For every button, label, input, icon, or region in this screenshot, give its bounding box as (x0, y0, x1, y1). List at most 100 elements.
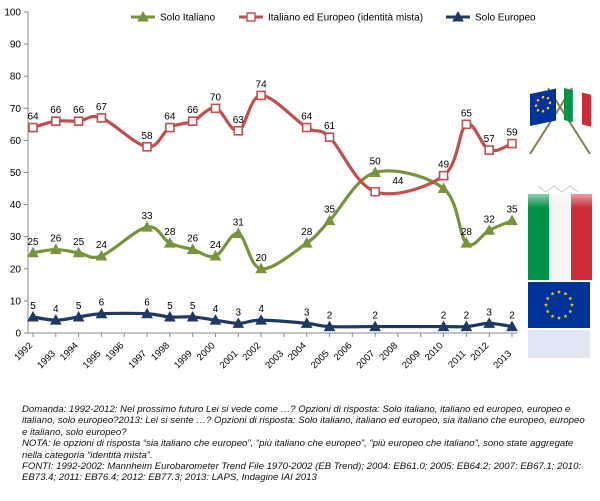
data-label: 25 (73, 237, 85, 248)
legend-swatch-marker (452, 10, 464, 22)
eu-star-icon (563, 291, 568, 296)
data-label: 4 (53, 304, 59, 315)
data-point (460, 237, 473, 248)
data-label: 5 (190, 301, 196, 312)
y-tick-label: 0 (15, 329, 21, 340)
y-tick-label: 10 (10, 296, 22, 307)
eu-star-icon (550, 291, 555, 296)
data-label: 3 (304, 307, 310, 318)
data-point (255, 314, 267, 325)
x-tick-label: 2003 (263, 348, 286, 371)
x-tick-label: 2008 (377, 340, 400, 363)
data-label: 25 (27, 237, 39, 248)
data-point (49, 243, 62, 255)
x-tick-label: 1992 (12, 340, 35, 363)
x-tick-label: 1999 (172, 348, 195, 371)
legend-swatch-marker (246, 12, 256, 22)
data-label: 64 (164, 112, 176, 123)
data-point (27, 246, 39, 258)
data-label: 2 (441, 311, 447, 322)
x-tick-label: 2004 (286, 340, 309, 363)
data-point (460, 320, 473, 332)
data-label: 33 (141, 211, 153, 222)
x-tick-label: 1996 (104, 340, 127, 363)
data-label: 3 (486, 307, 492, 318)
data-point (51, 116, 61, 126)
y-tick-label: 50 (10, 168, 22, 179)
chart-notes: Domanda: 1992-2012: Nel prossimo futuro … (22, 404, 590, 484)
data-point (95, 249, 108, 261)
data-label: 57 (484, 134, 496, 145)
data-point (483, 317, 496, 328)
data-point (27, 310, 39, 322)
eu-star-icon (556, 315, 562, 320)
data-label: 59 (506, 128, 518, 139)
data-point (142, 142, 152, 152)
data-label: 67 (96, 102, 108, 113)
data-label: 28 (164, 227, 176, 238)
y-tick-label: 30 (10, 232, 22, 243)
note-nota: NOTA: le opzioni di risposta “sia italia… (22, 438, 574, 461)
eu-star-icon (543, 302, 549, 307)
x-tick-label: 2011 (446, 348, 468, 370)
data-point (437, 182, 450, 194)
data-label: 70 (210, 92, 222, 103)
data-point (506, 214, 518, 226)
data-label: 2 (509, 311, 515, 322)
data-label: 58 (141, 131, 153, 142)
data-point (507, 138, 517, 149)
data-point (255, 262, 267, 274)
data-label: 24 (210, 240, 222, 251)
x-tick-label: 2009 (400, 348, 423, 371)
x-tick-label: 2001 (218, 348, 241, 371)
data-label: 50 (370, 157, 382, 168)
x-tick-label: 2010 (423, 340, 446, 363)
x-tick-label: 2000 (195, 340, 218, 363)
data-label: 26 (50, 234, 62, 245)
data-label: 3 (236, 307, 242, 318)
data-label: 44 (392, 176, 404, 187)
y-tick-label: 60 (10, 136, 22, 147)
eu-flag-icon (528, 282, 590, 358)
data-point (323, 214, 336, 226)
data-label: 5 (76, 301, 82, 312)
data-label: 5 (30, 301, 36, 312)
y-tick-label: 40 (10, 200, 22, 211)
eu-star-icon (568, 309, 573, 314)
data-label: 26 (187, 234, 199, 245)
data-point (233, 125, 244, 136)
italian-flag-icon (528, 182, 592, 280)
data-label: 28 (301, 227, 313, 238)
note-fonti: FONTI: 1992-2002: Mannheim Eurobarometer… (22, 461, 582, 484)
data-label: 32 (484, 214, 496, 225)
eu-star-icon (563, 314, 568, 319)
data-label: 6 (99, 298, 105, 309)
data-label: 66 (50, 105, 62, 116)
data-point (28, 122, 38, 133)
data-point (164, 310, 176, 322)
legend-swatch-marker (137, 10, 149, 22)
data-label: 61 (324, 121, 336, 132)
data-label: 2 (327, 311, 333, 322)
data-label: 64 (27, 112, 39, 123)
data-label: 66 (73, 105, 85, 116)
data-label: 2 (464, 311, 470, 322)
x-tick-label: 1995 (81, 348, 104, 371)
series-line-0 (32, 169, 513, 271)
data-point (186, 243, 199, 255)
y-tick-label: 20 (10, 264, 22, 275)
data-label: 24 (96, 240, 108, 251)
data-label: 4 (258, 304, 264, 315)
data-point (301, 122, 312, 133)
data-label: 4 (213, 304, 219, 315)
x-tick-label: 1993 (35, 348, 58, 371)
data-point (369, 166, 381, 177)
eu-star-icon (556, 289, 562, 294)
y-tick-label: 90 (10, 40, 22, 51)
data-point (300, 237, 313, 248)
x-tick-label: 2007 (355, 348, 378, 371)
data-label: 35 (324, 205, 336, 216)
data-point (96, 113, 107, 123)
x-tick-label: 2006 (332, 340, 355, 363)
data-label: 20 (256, 253, 268, 264)
